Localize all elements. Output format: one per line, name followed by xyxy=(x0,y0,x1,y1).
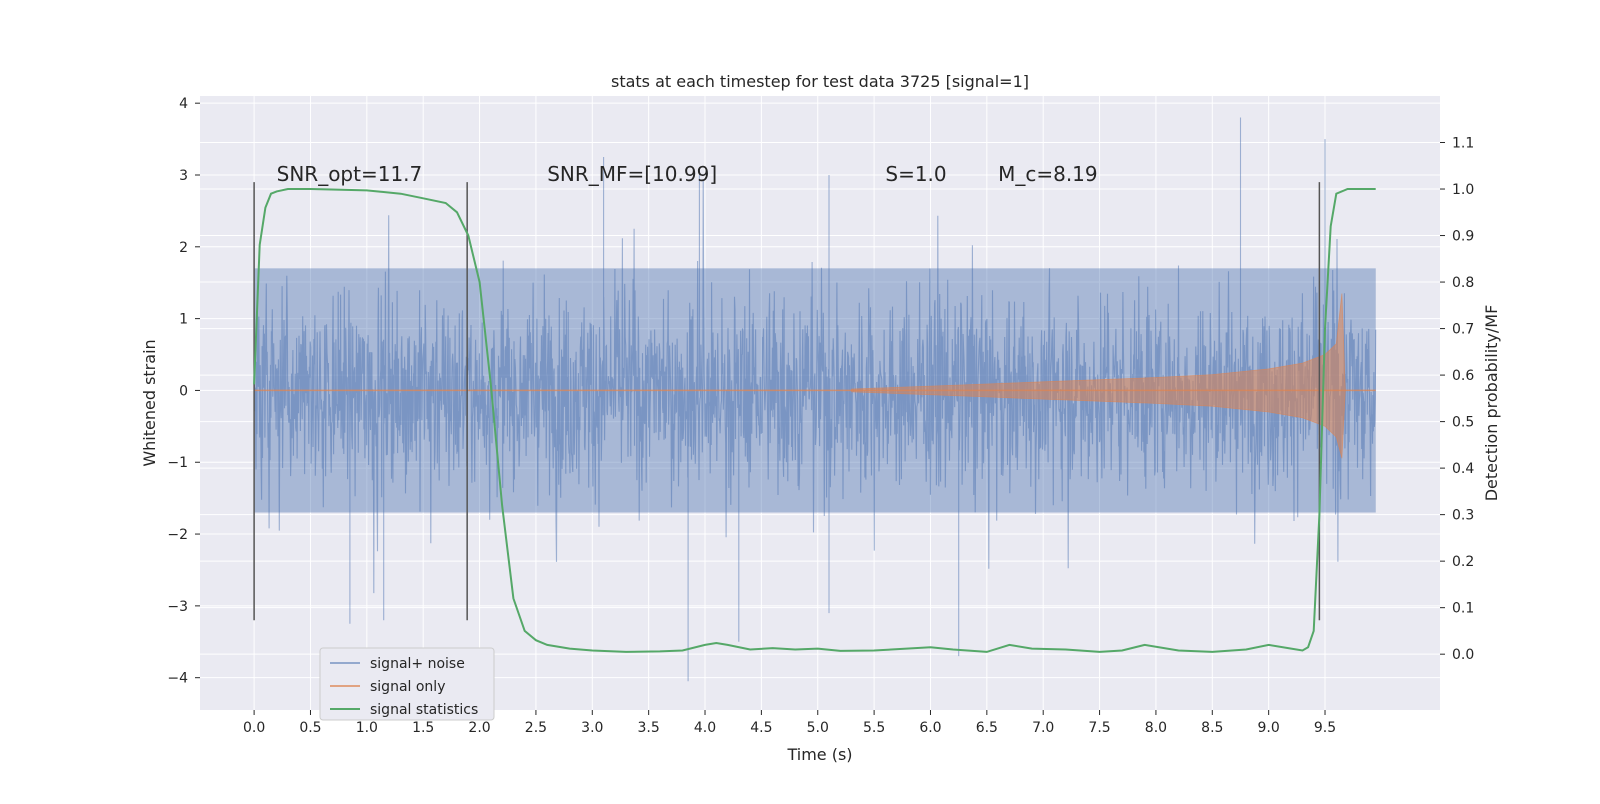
x-tick-label: 5.5 xyxy=(863,720,885,736)
y-tick-label: 3 xyxy=(179,168,188,184)
y2-tick-label: 0.8 xyxy=(1452,275,1474,291)
y2-tick-label: 0.2 xyxy=(1452,554,1474,570)
legend-label-signal-only: signal only xyxy=(370,679,445,695)
x-tick-label: 1.0 xyxy=(356,720,378,736)
x-tick-label: 1.5 xyxy=(412,720,434,736)
vertical-lines xyxy=(253,182,1321,621)
x-tick-label: 6.0 xyxy=(919,720,941,736)
x-tick-label: 2.0 xyxy=(468,720,490,736)
x-tick-label: 7.0 xyxy=(1032,720,1054,736)
y2-tick-label: 0.4 xyxy=(1452,461,1474,477)
x-tick-label: 8.0 xyxy=(1145,720,1167,736)
x-tick-label: 3.0 xyxy=(581,720,603,736)
legend-box xyxy=(319,647,495,721)
x-tick-label: 4.5 xyxy=(750,720,772,736)
x-tick-label: 5.0 xyxy=(807,720,829,736)
annotation-snr-mf: SNR_MF=[10.99] xyxy=(547,162,717,186)
y-tick-label: 2 xyxy=(179,240,188,256)
y2-tick-label: 0.5 xyxy=(1452,415,1474,431)
series-signal-noise xyxy=(253,117,1377,682)
x-tick-label: 7.5 xyxy=(1088,720,1110,736)
y-tick-label: 0 xyxy=(179,383,188,399)
legend: signal+ noise signal only signal statist… xyxy=(319,647,495,721)
y-tick-label: 1 xyxy=(179,312,188,328)
y2-tick-label: 0.3 xyxy=(1452,508,1474,524)
annotations: SNR_opt=11.7 SNR_MF=[10.99] S=1.0 M_c=8.19 xyxy=(277,162,1098,186)
x-tick-label: 9.0 xyxy=(1258,720,1280,736)
annotation-s: S=1.0 xyxy=(885,162,946,186)
x-tick-label: 0.5 xyxy=(299,720,321,736)
y2-tick-label: 0.6 xyxy=(1452,368,1474,384)
x-tick-label: 3.5 xyxy=(638,720,660,736)
chart-title: stats at each timestep for test data 372… xyxy=(611,72,1029,91)
x-tick-label: 8.5 xyxy=(1201,720,1223,736)
y-tick-label: −3 xyxy=(167,599,188,615)
traces xyxy=(253,117,1377,682)
annotation-snr-opt: SNR_opt=11.7 xyxy=(277,162,423,186)
series-signal-only xyxy=(851,293,1346,459)
y2-tick-label: 0.7 xyxy=(1452,322,1474,338)
y-tick-label: −1 xyxy=(167,455,188,471)
y-tick-label: −4 xyxy=(167,671,188,687)
x-tick-label: 2.5 xyxy=(525,720,547,736)
y2-tick-label: 0.0 xyxy=(1452,647,1474,663)
y-axis-label: Whitened strain xyxy=(140,339,159,466)
x-axis-label: Time (s) xyxy=(786,745,852,764)
x-tick-label: 9.5 xyxy=(1314,720,1336,736)
y2-tick-label: 0.9 xyxy=(1452,229,1474,245)
y2-axis-label: Detection probability/MF xyxy=(1482,305,1501,502)
x-tick-label: 6.5 xyxy=(976,720,998,736)
y-tick-label: −2 xyxy=(167,527,188,543)
ticks: 0.0 0.5 1.0 1.5 2.0 2.5 3.0 3.5 4.0 4.5 5.0 5.5 6.0 6… xyxy=(167,96,1474,736)
statistics-layer xyxy=(253,188,1376,653)
y2-tick-label: 1.1 xyxy=(1452,136,1474,152)
y2-tick-label: 1.0 xyxy=(1452,182,1474,198)
annotation-mc: M_c=8.19 xyxy=(998,162,1098,186)
y-tick-label: 4 xyxy=(179,96,188,112)
series-signal-statistics xyxy=(253,188,1376,653)
x-tick-label: 4.0 xyxy=(694,720,716,736)
x-tick-label: 0.0 xyxy=(243,720,265,736)
legend-label-signal-noise: signal+ noise xyxy=(370,656,465,672)
y2-tick-label: 0.1 xyxy=(1452,601,1474,617)
legend-label-signal-statistics: signal statistics xyxy=(370,702,478,718)
